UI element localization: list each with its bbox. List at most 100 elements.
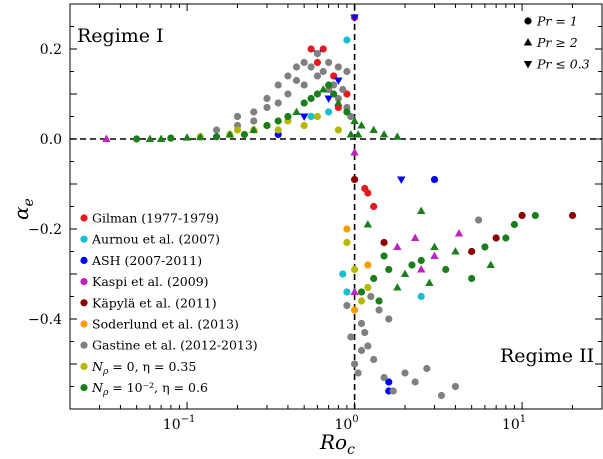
- x-tick-label: 10−1: [163, 414, 196, 433]
- legend-marker: [80, 362, 88, 370]
- data-point: [346, 130, 356, 138]
- data-point: [385, 265, 393, 274]
- data-point: [437, 391, 446, 400]
- data-point: [343, 108, 351, 116]
- data-point: [343, 67, 351, 76]
- regime-1-label: Regime I: [77, 25, 164, 47]
- data-point: [380, 238, 388, 247]
- data-point: [145, 134, 155, 142]
- data-point: [531, 211, 539, 220]
- data-point: [225, 130, 235, 138]
- data-points: [102, 13, 577, 400]
- data-point: [492, 234, 500, 242]
- data-point: [307, 112, 315, 121]
- data-point: [401, 369, 409, 377]
- data-point: [400, 269, 410, 277]
- data-point: [274, 81, 282, 89]
- data-point: [330, 81, 338, 89]
- data-point: [411, 378, 419, 386]
- data-point: [350, 360, 359, 368]
- data-point: [300, 121, 308, 130]
- data-point: [263, 94, 271, 103]
- data-point: [334, 94, 342, 103]
- data-point: [361, 328, 369, 337]
- data-point: [468, 274, 476, 283]
- data-point: [240, 130, 249, 139]
- data-point: [292, 63, 301, 71]
- data-point: [474, 216, 483, 224]
- data-point: [364, 283, 372, 292]
- data-point: [343, 238, 351, 247]
- data-point: [350, 148, 359, 156]
- legend-marker: [80, 341, 88, 349]
- data-point: [284, 112, 292, 121]
- legend-marker: [80, 214, 88, 222]
- x-tick-label: 100: [334, 414, 358, 433]
- data-point: [370, 355, 378, 364]
- data-point: [343, 36, 351, 44]
- color-legend: Gilman (1977-1979) Aurnou et al. (2007) AS…: [80, 211, 258, 398]
- legend-marker: [80, 256, 88, 264]
- data-point: [385, 378, 393, 386]
- data-point: [430, 251, 439, 259]
- data-point: [300, 81, 308, 89]
- axis-ticks: 10−1 100 101 0.2 0.0 −0.2 −0.4: [28, 3, 603, 433]
- data-point: [284, 72, 292, 80]
- data-point: [319, 85, 328, 93]
- data-point: [325, 108, 333, 116]
- data-point: [263, 121, 271, 130]
- data-point: [518, 211, 526, 220]
- x-axis-title: Roc: [319, 430, 355, 458]
- legend-label: Kaspi et al. (2009): [92, 274, 209, 289]
- y-tick-label: 0.0: [40, 132, 62, 148]
- legend-label: ASH (2007-2011): [91, 253, 202, 268]
- data-point: [364, 261, 372, 269]
- data-point: [212, 133, 221, 141]
- marker-legend-label: Pr = 1: [536, 14, 578, 29]
- data-point: [339, 270, 347, 278]
- marker-legend-label: Pr ≥ 2: [536, 35, 578, 50]
- data-point: [417, 206, 426, 214]
- data-point: [364, 342, 372, 350]
- data-point: [274, 117, 282, 125]
- data-point: [350, 14, 359, 22]
- data-point: [233, 126, 242, 134]
- data-point: [319, 67, 327, 76]
- data-point: [343, 301, 351, 310]
- data-point: [233, 112, 242, 121]
- data-point: [451, 382, 460, 391]
- marker-legend-glyph: [523, 61, 533, 69]
- data-point: [375, 297, 383, 305]
- data-point: [367, 292, 375, 301]
- data-point: [334, 77, 343, 85]
- data-point: [389, 387, 397, 395]
- data-point: [417, 292, 425, 301]
- data-point: [393, 283, 402, 291]
- data-point: [343, 288, 351, 296]
- y-tick-label: −0.4: [28, 312, 62, 328]
- data-point: [249, 125, 258, 133]
- y-tick-label: −0.2: [28, 222, 62, 238]
- data-point: [451, 247, 460, 255]
- data-point: [350, 287, 359, 295]
- data-point: [334, 126, 342, 134]
- legend-label: Nρ = 10⁻², η = 0.6: [91, 380, 208, 398]
- data-point: [423, 364, 431, 373]
- data-point: [325, 58, 333, 67]
- data-point: [357, 319, 366, 328]
- data-point: [156, 134, 166, 142]
- marker-legend-glyph: [524, 17, 532, 25]
- data-point: [167, 134, 175, 142]
- data-point: [350, 116, 359, 124]
- data-point: [347, 333, 355, 341]
- marker-legend: Pr = 1 Pr ≥ 2 Pr ≤ 0.3: [523, 14, 590, 72]
- data-point: [417, 256, 425, 265]
- y-axis-title: αe: [9, 198, 37, 220]
- data-point: [357, 121, 366, 129]
- data-point: [212, 126, 221, 134]
- marker-legend-glyph: [523, 38, 533, 46]
- data-point: [369, 125, 378, 133]
- data-point: [468, 247, 476, 256]
- data-point: [350, 265, 359, 274]
- legend-label: Gilman (1977-1979): [92, 211, 219, 226]
